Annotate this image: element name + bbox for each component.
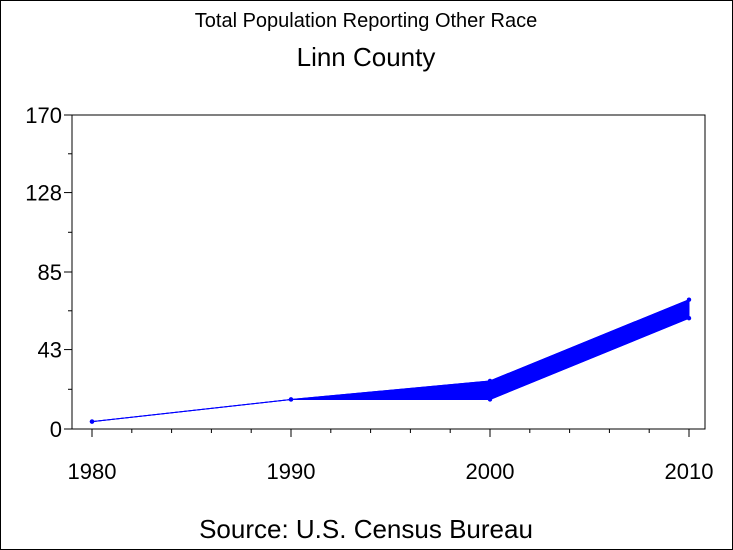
series-layer <box>89 297 692 424</box>
data-point <box>686 297 692 302</box>
y-tick-label: 85 <box>38 260 62 285</box>
series-line-2 <box>91 317 690 423</box>
chart-title: Total Population Reporting Other Race <box>195 10 537 32</box>
y-tick-label: 170 <box>25 103 62 128</box>
x-tick-label: 2010 <box>665 459 714 484</box>
data-point <box>89 419 95 424</box>
x-tick-label: 1980 <box>68 459 117 484</box>
data-point <box>487 378 493 384</box>
series-line-1 <box>91 299 690 423</box>
x-tick-label: 2000 <box>466 459 515 484</box>
chart-subtitle: Linn County <box>297 42 436 72</box>
data-point <box>686 315 692 321</box>
y-axis: 0 43 85 128 170 <box>25 103 72 442</box>
data-point <box>288 397 294 402</box>
plot-area <box>71 114 706 430</box>
chart-source: Source: U.S. Census Bureau <box>199 514 533 544</box>
y-tick-label: 128 <box>25 181 62 206</box>
y-tick-label: 43 <box>38 338 62 363</box>
data-point <box>487 397 493 402</box>
y-tick-label: 0 <box>50 417 62 442</box>
series-band <box>91 298 690 423</box>
x-axis: 1980 1990 2000 2010 <box>68 429 714 484</box>
x-tick-label: 1990 <box>267 459 316 484</box>
